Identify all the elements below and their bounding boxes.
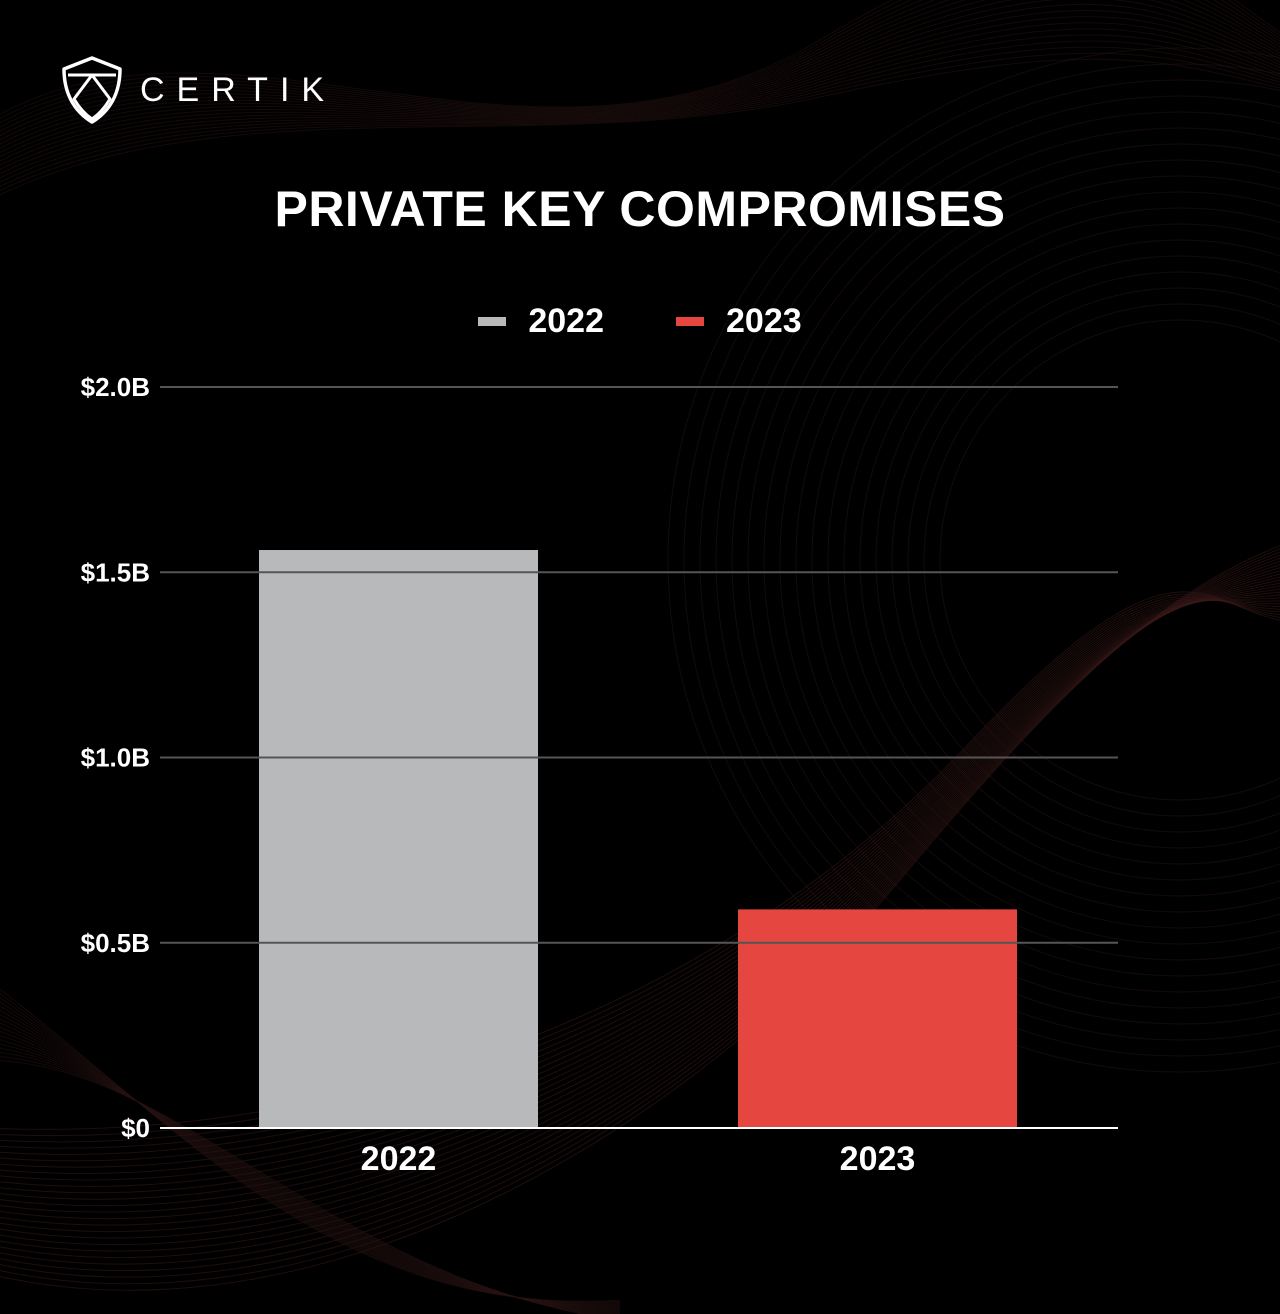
chart-legend: 2022 2023 xyxy=(0,302,1280,341)
legend-swatch-2023 xyxy=(676,317,704,326)
bar-2023 xyxy=(738,909,1017,1127)
x-tick-label-2022: 2022 xyxy=(361,1140,437,1178)
legend-item-2023: 2023 xyxy=(676,302,802,341)
legend-swatch-2022 xyxy=(478,317,507,326)
y-tick-label: $2.0B xyxy=(81,372,150,402)
brand-wordmark: CERTIK xyxy=(140,70,337,109)
bar-2022 xyxy=(259,550,538,1127)
brand-logo: CERTIK xyxy=(60,55,336,125)
legend-item-2022: 2022 xyxy=(478,302,604,341)
y-tick-label: $1.5B xyxy=(81,557,150,587)
certik-shield-icon xyxy=(62,56,122,124)
y-tick-label: $0.5B xyxy=(81,928,150,958)
legend-label-2022: 2022 xyxy=(528,302,604,340)
x-tick-label-2023: 2023 xyxy=(840,1140,916,1178)
chart-title: PRIVATE KEY COMPROMISES xyxy=(274,181,1006,237)
y-tick-label: $1.0B xyxy=(81,743,150,773)
legend-label-2023: 2023 xyxy=(726,302,802,340)
y-tick-label: $0 xyxy=(121,1113,150,1143)
